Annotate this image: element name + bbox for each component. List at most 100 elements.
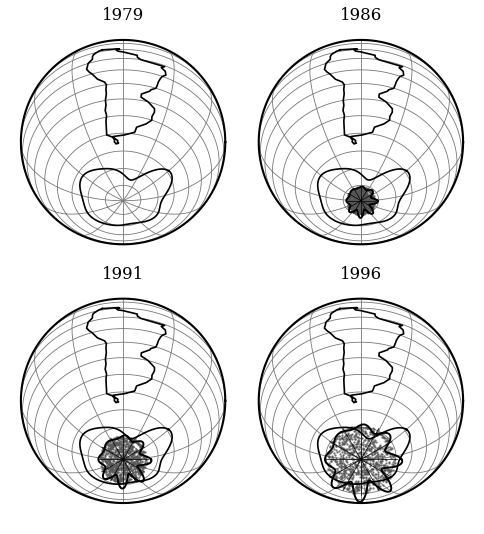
- Point: [345, 465, 352, 473]
- Point: [368, 455, 376, 464]
- Point: [101, 464, 108, 472]
- Point: [130, 474, 138, 482]
- Point: [117, 442, 125, 450]
- Point: [362, 193, 370, 201]
- Point: [354, 186, 362, 195]
- Point: [135, 468, 143, 476]
- Point: [360, 206, 368, 214]
- Point: [126, 436, 134, 445]
- Point: [365, 194, 373, 203]
- Point: [366, 199, 374, 208]
- Point: [337, 464, 345, 473]
- Point: [385, 467, 393, 476]
- Point: [131, 435, 139, 444]
- Point: [362, 185, 370, 193]
- Point: [352, 192, 360, 201]
- Point: [128, 456, 136, 465]
- Point: [98, 451, 106, 459]
- Point: [389, 461, 397, 469]
- Point: [343, 435, 350, 444]
- Point: [356, 194, 363, 202]
- Point: [111, 439, 119, 448]
- Point: [102, 441, 110, 450]
- Point: [357, 188, 365, 197]
- Point: [349, 186, 357, 195]
- Point: [354, 200, 362, 208]
- Point: [390, 456, 397, 465]
- Point: [363, 207, 371, 216]
- Point: [358, 467, 365, 476]
- Point: [378, 457, 385, 466]
- Point: [378, 450, 385, 459]
- Point: [344, 429, 352, 438]
- Point: [355, 186, 363, 195]
- Point: [329, 453, 336, 461]
- Point: [123, 457, 131, 466]
- Point: [386, 452, 393, 460]
- Point: [133, 467, 141, 475]
- Point: [369, 201, 377, 210]
- Point: [351, 208, 359, 217]
- Point: [116, 459, 123, 467]
- Point: [115, 439, 122, 447]
- Point: [364, 198, 372, 207]
- Point: [361, 188, 369, 197]
- Point: [339, 454, 347, 462]
- Point: [121, 443, 129, 452]
- Point: [340, 461, 348, 470]
- Point: [100, 467, 108, 476]
- Point: [135, 468, 142, 476]
- Point: [370, 437, 378, 446]
- Point: [350, 203, 358, 212]
- Point: [359, 462, 367, 470]
- Point: [350, 423, 358, 431]
- Point: [356, 185, 363, 194]
- Point: [361, 195, 368, 204]
- Point: [354, 477, 362, 486]
- Point: [349, 198, 357, 206]
- Point: [357, 184, 365, 193]
- Point: [344, 195, 352, 203]
- Point: [127, 461, 135, 470]
- Point: [367, 205, 375, 214]
- Title: 1991: 1991: [102, 266, 144, 283]
- Point: [125, 455, 133, 464]
- Point: [364, 204, 372, 213]
- Point: [355, 207, 363, 215]
- Point: [113, 444, 121, 453]
- Point: [364, 452, 372, 460]
- Point: [105, 452, 113, 460]
- Point: [328, 438, 335, 446]
- Point: [336, 457, 344, 465]
- Point: [362, 476, 370, 484]
- Point: [372, 478, 379, 487]
- Point: [374, 450, 382, 459]
- Point: [358, 188, 365, 197]
- Point: [364, 207, 372, 216]
- Point: [360, 443, 367, 452]
- Point: [356, 424, 364, 433]
- Point: [112, 438, 120, 446]
- Point: [136, 470, 144, 478]
- Point: [115, 441, 123, 450]
- Point: [120, 466, 127, 474]
- Point: [349, 450, 357, 459]
- Point: [380, 445, 388, 453]
- Point: [364, 202, 372, 211]
- Point: [356, 208, 363, 217]
- Point: [366, 199, 374, 207]
- Point: [360, 204, 368, 213]
- Point: [390, 458, 397, 466]
- Point: [104, 470, 111, 479]
- Point: [327, 457, 334, 465]
- Point: [365, 441, 373, 449]
- Point: [108, 448, 116, 457]
- Point: [343, 464, 351, 472]
- Point: [378, 454, 386, 462]
- Point: [367, 189, 375, 197]
- Point: [378, 453, 386, 461]
- Point: [355, 208, 363, 216]
- Point: [370, 195, 378, 204]
- Point: [363, 186, 371, 195]
- Point: [376, 482, 383, 490]
